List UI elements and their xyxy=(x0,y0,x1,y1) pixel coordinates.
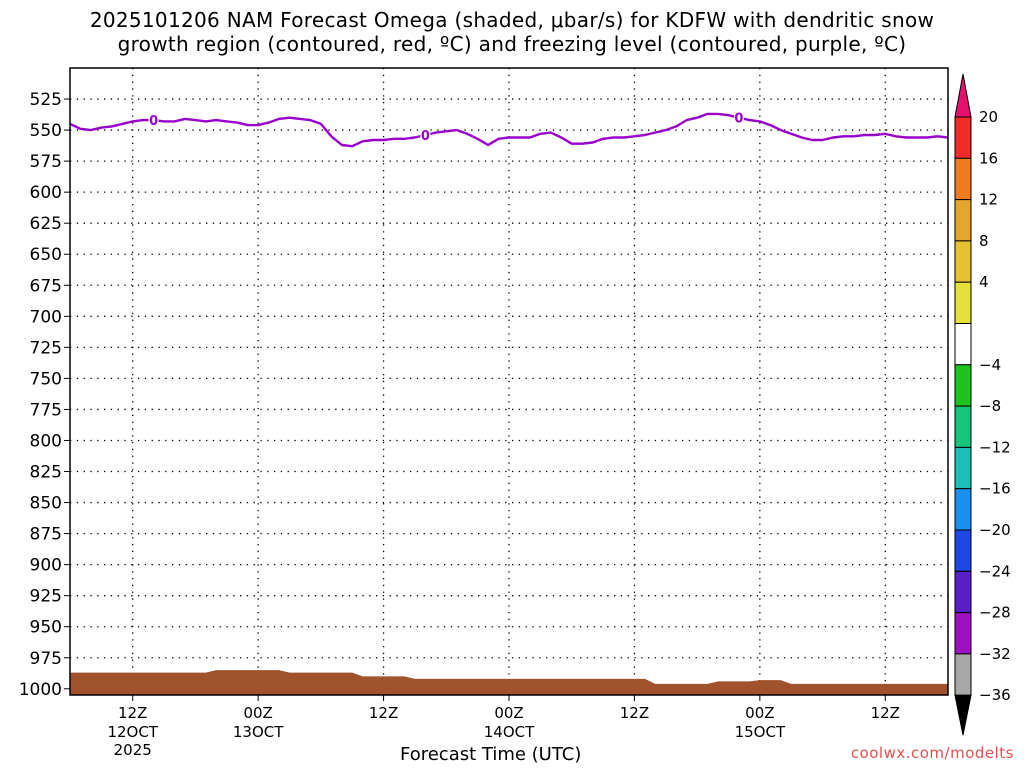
y-tick-label: 825 xyxy=(30,463,62,483)
grid xyxy=(70,68,948,695)
contour-label-bg xyxy=(420,127,431,143)
contour-label-bg xyxy=(148,112,159,128)
colorbar: 20 16 12 8 4 −4 −8 −12 −16 −20 −24 −28 −32 −36 xyxy=(954,73,1011,736)
colorbar-segment xyxy=(954,116,972,159)
colorbar-level-label: 8 xyxy=(979,232,989,250)
colorbar-segment xyxy=(954,570,972,614)
colorbar-segment xyxy=(954,199,972,242)
x-tick-date: 15OCT xyxy=(735,723,786,741)
colorbar-segment xyxy=(954,612,972,655)
terrain-layer xyxy=(70,670,948,695)
colorbar-level-label: −28 xyxy=(979,604,1011,622)
y-tick-label: 725 xyxy=(30,338,62,358)
colorbar-segment xyxy=(954,488,972,531)
x-tick-date: 12OCT xyxy=(107,723,158,741)
freezing-level-contour-label: 0 xyxy=(149,114,158,129)
colorbar-level-label: −16 xyxy=(979,480,1011,498)
y-tick-label: 625 xyxy=(30,214,62,234)
chart-title-line-1: 2025101206 NAM Forecast Omega (shaded, μ… xyxy=(89,8,935,32)
colorbar-level-label: −20 xyxy=(979,521,1011,539)
y-tick-label: 700 xyxy=(30,307,62,327)
x-tick-label: 12Z xyxy=(369,704,398,722)
y-axis: 525 550 575 600 625 650 675 700 725 750 775 800 825 8… xyxy=(19,90,70,700)
freezing-level-contour-label: 0 xyxy=(734,112,743,127)
colorbar-level-label: −32 xyxy=(979,645,1011,663)
colorbar-level-label: −36 xyxy=(979,686,1011,704)
y-tick-label: 600 xyxy=(30,183,62,203)
contour-label-bg xyxy=(733,109,744,125)
x-tick-label: 00Z xyxy=(745,704,774,722)
y-tick-label: 1000 xyxy=(19,680,62,700)
x-tick-label: 12Z xyxy=(871,704,900,722)
colorbar-segment xyxy=(954,364,972,407)
y-tick-label: 875 xyxy=(30,525,62,545)
y-tick-label: 950 xyxy=(30,618,62,638)
freezing-level-layer: 0 0 0 xyxy=(69,109,949,148)
chart-title-line-2: growth region (contoured, red, ºC) and f… xyxy=(117,32,907,56)
y-tick-label: 575 xyxy=(30,152,62,172)
freezing-level-contour-label: 0 xyxy=(421,129,430,144)
colorbar-level-label: 20 xyxy=(979,108,998,126)
x-tick-date: 13OCT xyxy=(233,723,284,741)
colorbar-segment xyxy=(954,323,972,366)
y-tick-label: 675 xyxy=(30,276,62,296)
y-tick-label: 775 xyxy=(30,400,62,420)
x-tick-label: 00Z xyxy=(494,704,523,722)
y-tick-label: 925 xyxy=(30,587,62,607)
colorbar-level-label: 16 xyxy=(979,149,998,167)
colorbar-segment xyxy=(954,653,972,696)
colorbar-level-label: −24 xyxy=(979,562,1011,580)
colorbar-segment xyxy=(954,529,972,572)
terrain-surface xyxy=(70,670,948,695)
colorbar-level-label: 4 xyxy=(979,273,989,291)
colorbar-level-label: −4 xyxy=(979,356,1001,374)
colorbar-level-label: 12 xyxy=(979,191,998,209)
y-tick-label: 750 xyxy=(30,369,62,389)
y-tick-label: 800 xyxy=(30,431,62,451)
x-tick-label: 12Z xyxy=(118,704,147,722)
site-credit: coolwx.com/modelts xyxy=(850,744,1014,762)
x-tick-label: 12Z xyxy=(620,704,649,722)
y-tick-label: 650 xyxy=(30,245,62,265)
colorbar-level-label: −8 xyxy=(979,397,1001,415)
y-tick-label: 550 xyxy=(30,121,62,141)
freezing-level-line xyxy=(69,112,949,148)
colorbar-level-label: −12 xyxy=(979,438,1011,456)
colorbar-segment xyxy=(954,446,972,490)
x-axis-label: Forecast Time (UTC) xyxy=(400,744,582,765)
x-tick-date: 14OCT xyxy=(484,723,535,741)
y-tick-label: 975 xyxy=(30,649,62,669)
colorbar-bottom-arrow xyxy=(954,694,972,736)
x-tick-year: 2025 xyxy=(114,741,152,759)
y-tick-label: 850 xyxy=(30,494,62,514)
y-tick-label: 525 xyxy=(30,90,62,110)
colorbar-segment xyxy=(954,405,972,448)
colorbar-segment xyxy=(954,240,972,283)
colorbar-segment xyxy=(954,281,972,325)
x-tick-label: 00Z xyxy=(243,704,272,722)
colorbar-segment xyxy=(954,157,972,201)
y-tick-label: 900 xyxy=(30,556,62,576)
colorbar-top-arrow xyxy=(954,73,972,118)
